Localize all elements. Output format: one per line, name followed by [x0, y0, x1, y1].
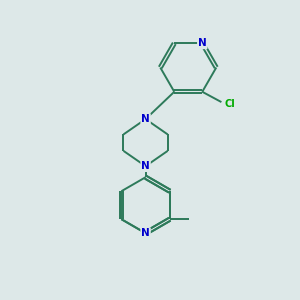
Text: N: N	[198, 38, 207, 48]
Text: N: N	[141, 228, 150, 238]
Text: N: N	[141, 161, 150, 171]
Text: N: N	[141, 114, 150, 124]
Text: Cl: Cl	[224, 99, 235, 109]
